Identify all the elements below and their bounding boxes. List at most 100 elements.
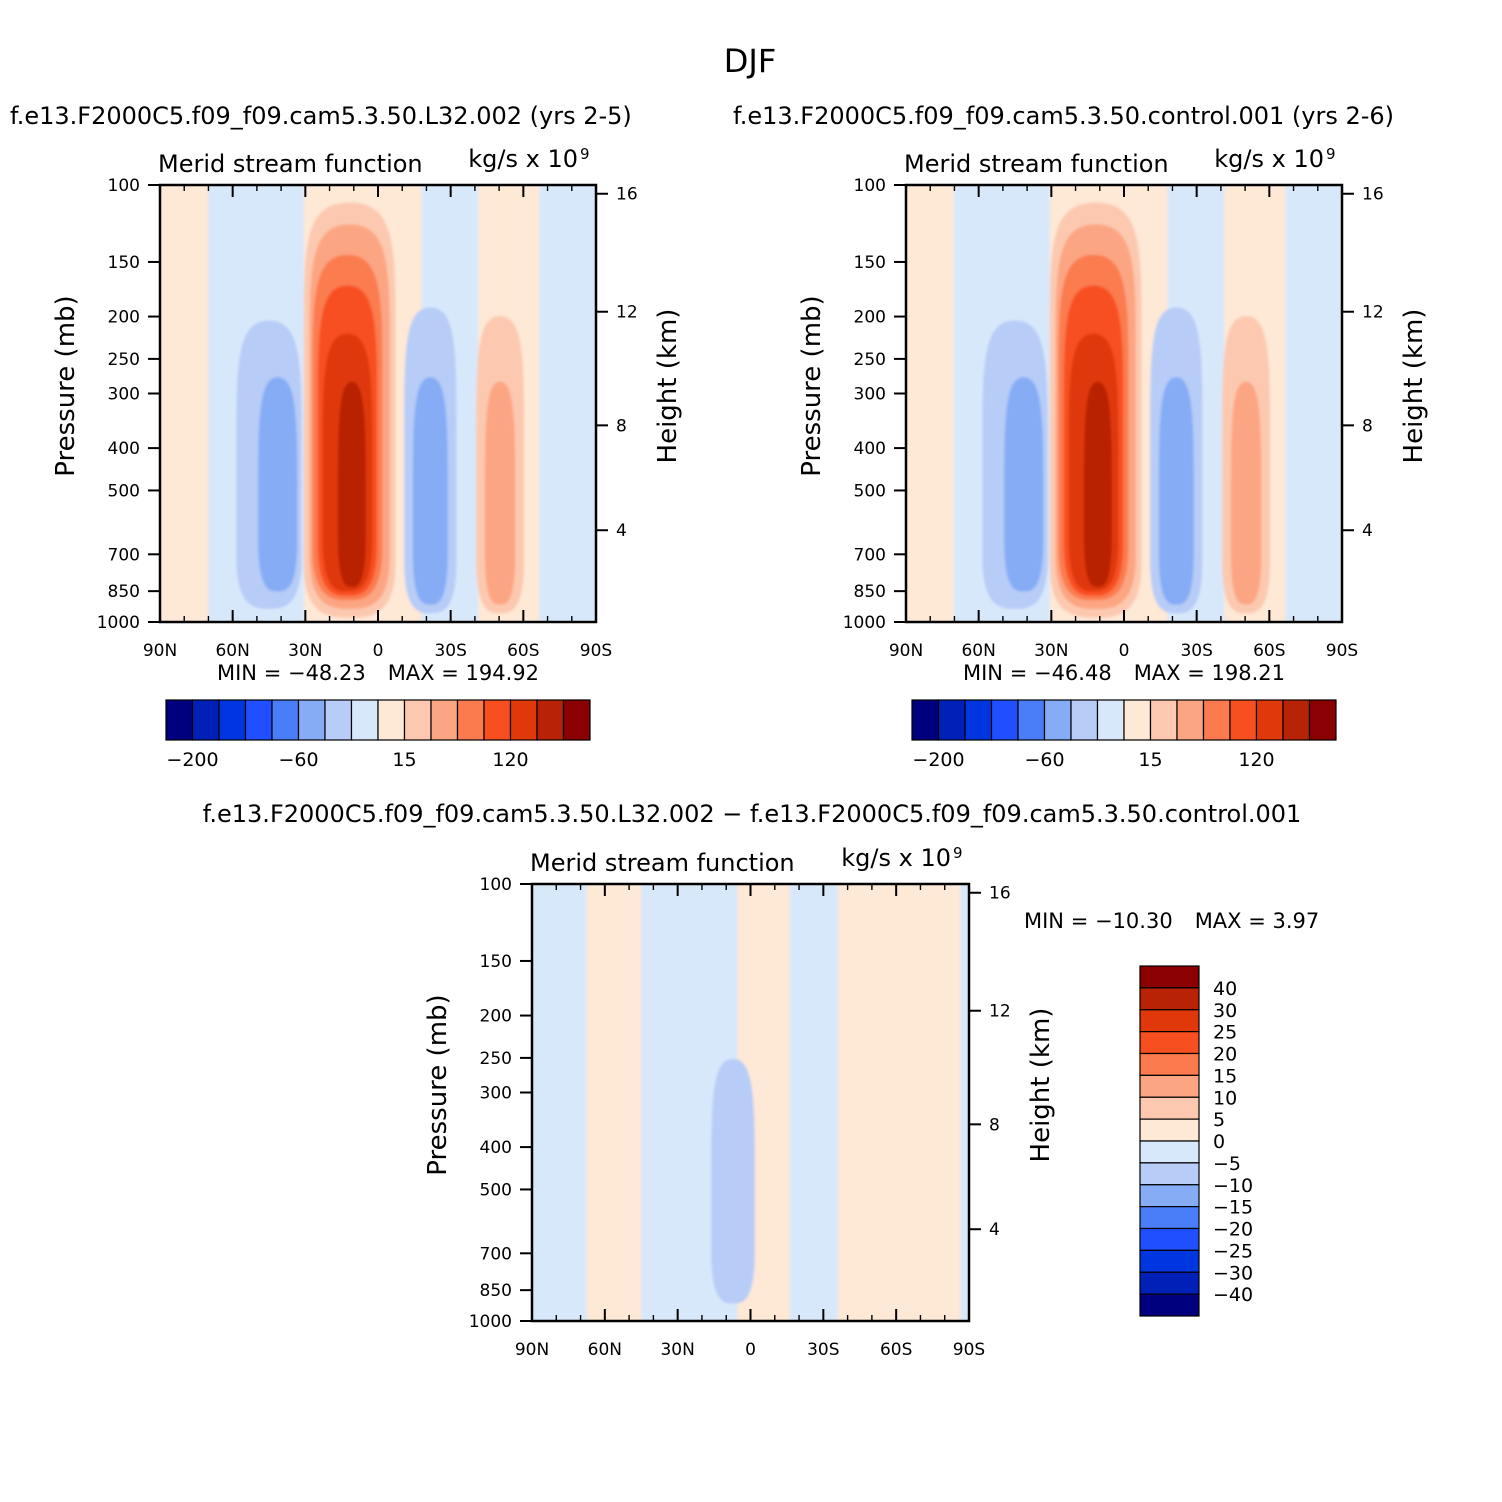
colorbar-cell bbox=[1139, 1140, 1200, 1164]
y-tick-label: 500 bbox=[108, 481, 140, 501]
y-axis-label: Pressure (mb) bbox=[797, 295, 827, 476]
y-tick-label: 250 bbox=[480, 1049, 512, 1069]
y2-tick-label: 12 bbox=[989, 1002, 1011, 1022]
colorbar-label: 120 bbox=[1238, 749, 1274, 771]
y-tick-label: 1000 bbox=[843, 613, 886, 633]
colorbar-label: −60 bbox=[1024, 749, 1064, 771]
max-value: MAX = 198.21 bbox=[1134, 661, 1285, 685]
colorbar-label: −5 bbox=[1213, 1153, 1241, 1175]
colorbar-cell bbox=[1096, 699, 1125, 741]
y-tick-label: 850 bbox=[854, 582, 886, 602]
y-tick-label: 700 bbox=[108, 545, 140, 565]
y-tick-label: 400 bbox=[108, 439, 140, 459]
colorbar-cell bbox=[509, 699, 538, 741]
x-tick-label: 30N bbox=[660, 1340, 694, 1360]
x-tick-label: 0 bbox=[745, 1340, 756, 1360]
colorbar-cell bbox=[1139, 987, 1200, 1011]
y-tick-label: 500 bbox=[854, 481, 886, 501]
field-contour bbox=[1158, 377, 1194, 605]
y2-tick-label: 12 bbox=[1362, 303, 1384, 323]
colorbar-cell bbox=[1176, 699, 1205, 741]
colorbar-cell bbox=[1308, 699, 1337, 741]
colorbar-label: 5 bbox=[1213, 1109, 1225, 1131]
colorbar-cell bbox=[456, 699, 485, 741]
colorbar-cell bbox=[324, 699, 353, 741]
x-tick-label: 30N bbox=[1034, 641, 1068, 661]
panel-2: 90N 60N 30N 0 30S 60S 90S 100 150 200 250 300 400 500… bbox=[797, 145, 1429, 771]
field-contour bbox=[1004, 377, 1044, 592]
colorbar-cell bbox=[1070, 699, 1099, 741]
colorbar-cell bbox=[1017, 699, 1046, 741]
colorbar-cell bbox=[1043, 699, 1072, 741]
colorbar-label: 120 bbox=[492, 749, 528, 771]
max-value: MAX = 194.92 bbox=[388, 661, 539, 685]
field-contour bbox=[711, 1058, 755, 1304]
y-tick-label: 200 bbox=[480, 1007, 512, 1027]
y-tick-label: 200 bbox=[854, 308, 886, 328]
y-tick-label: 200 bbox=[108, 308, 140, 328]
colorbar-cell bbox=[1255, 699, 1284, 741]
colorbar-cell bbox=[1139, 1074, 1200, 1098]
colorbar-cell bbox=[990, 699, 1019, 741]
y-tick-label: 100 bbox=[108, 176, 140, 196]
colorbar-cell bbox=[1139, 1031, 1200, 1055]
colorbar-cell bbox=[271, 699, 300, 741]
y-axis-label: Pressure (mb) bbox=[51, 295, 81, 476]
colorbar-label: 20 bbox=[1213, 1044, 1237, 1066]
colorbar-cell bbox=[1139, 1118, 1200, 1142]
panel-subtitle: Merid stream function bbox=[158, 150, 423, 178]
y-tick-label: 300 bbox=[854, 385, 886, 405]
field-band bbox=[586, 884, 642, 1321]
y-tick-label: 150 bbox=[854, 253, 886, 273]
stats-label: MIN = −10.30 MAX = 3.97 bbox=[1024, 909, 1319, 933]
y2-tick-label: 4 bbox=[616, 521, 627, 541]
min-value: MIN = −10.30 bbox=[1024, 909, 1173, 933]
x-tick-label: 90N bbox=[515, 1340, 549, 1360]
colorbar-cell bbox=[244, 699, 273, 741]
colorbar-cell bbox=[191, 699, 220, 741]
colorbar-cell bbox=[536, 699, 565, 741]
colorbar-cell bbox=[403, 699, 432, 741]
panel-1-title: f.e13.F2000C5.f09_f09.cam5.3.50.L32.002 … bbox=[10, 102, 632, 130]
y-tick-label: 300 bbox=[108, 385, 140, 405]
colorbar-cell bbox=[1139, 1293, 1200, 1317]
colorbar-cell bbox=[1139, 1184, 1200, 1208]
y2-tick-label: 16 bbox=[616, 185, 638, 205]
colorbar-cell bbox=[1139, 1096, 1200, 1120]
colorbar-label: 10 bbox=[1213, 1087, 1237, 1109]
colorbar-cell bbox=[1139, 1009, 1200, 1033]
panel-subtitle: Merid stream function bbox=[904, 150, 1169, 178]
colorbar-cell bbox=[165, 699, 194, 741]
x-tick-label: 60S bbox=[1253, 641, 1285, 661]
y-tick-label: 1000 bbox=[469, 1312, 512, 1332]
colorbar-cell bbox=[964, 699, 993, 741]
field-contour bbox=[337, 381, 366, 588]
field-band bbox=[837, 884, 961, 1321]
x-tick-label: 60S bbox=[880, 1340, 912, 1360]
contour-field bbox=[160, 185, 596, 622]
y-tick-label: 700 bbox=[480, 1244, 512, 1264]
colorbar-cell bbox=[1139, 1052, 1200, 1076]
y-axis-label: Pressure (mb) bbox=[423, 994, 453, 1175]
colorbar-cell bbox=[483, 699, 512, 741]
colorbar-cell bbox=[1229, 699, 1258, 741]
colorbar-label: 30 bbox=[1213, 1000, 1237, 1022]
units-exponent: 9 bbox=[580, 145, 590, 163]
colorbar-cell bbox=[937, 699, 966, 741]
y2-tick-label: 8 bbox=[1362, 416, 1373, 436]
x-tick-label: 30S bbox=[434, 641, 466, 661]
y2-tick-label: 12 bbox=[616, 303, 638, 323]
colorbar-label: −30 bbox=[1213, 1262, 1253, 1284]
units-label: kg/s x 10 bbox=[841, 844, 951, 872]
units-exponent: 9 bbox=[1326, 145, 1336, 163]
colorbar-cell bbox=[1139, 1249, 1200, 1273]
y-tick-label: 400 bbox=[480, 1138, 512, 1158]
y-tick-label: 150 bbox=[108, 253, 140, 273]
contour-field bbox=[906, 185, 1342, 622]
x-tick-label: 0 bbox=[373, 641, 384, 661]
x-tick-label: 30N bbox=[288, 641, 322, 661]
colorbar-cell bbox=[1139, 1162, 1200, 1186]
y2-tick-label: 4 bbox=[989, 1220, 1000, 1240]
x-tick-label: 30S bbox=[807, 1340, 839, 1360]
